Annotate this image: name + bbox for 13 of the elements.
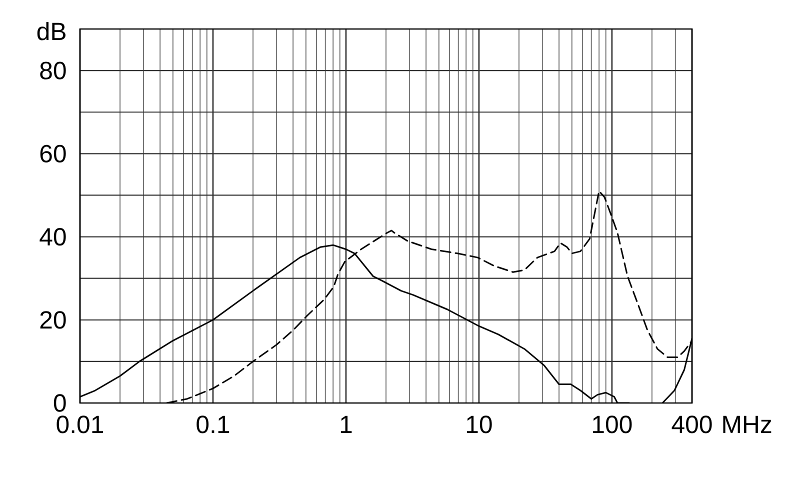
x-axis-title: MHz: [723, 416, 772, 433]
x-tick-label: 10: [466, 416, 492, 434]
x-tick-label: 1: [340, 416, 352, 433]
y-tick-label: 80: [40, 62, 66, 80]
y-tick-label: 0: [54, 394, 66, 412]
x-tick-label: 100: [593, 416, 632, 434]
x-tick-label: 0.01: [56, 416, 104, 434]
y-tick-label: 60: [40, 144, 66, 162]
y-tick-label: 40: [40, 228, 66, 246]
y-tick-label: 20: [40, 311, 66, 329]
y-axis-title: dB: [37, 22, 66, 40]
x-tick-label: 0.1: [196, 416, 230, 434]
x-tick-label: 400: [672, 416, 712, 434]
